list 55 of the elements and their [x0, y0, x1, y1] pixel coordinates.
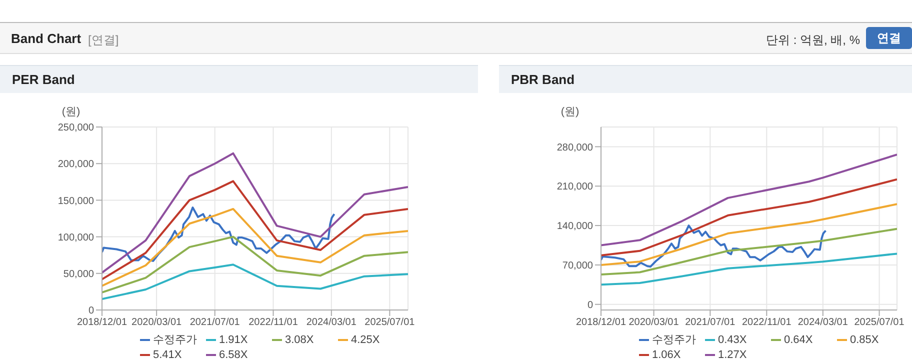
- line-series: [601, 154, 897, 246]
- text: [연결]: [88, 32, 119, 49]
- line-series: [102, 264, 408, 300]
- legend-label: 6.58X: [218, 349, 249, 361]
- legend-label: 1.06X: [651, 349, 682, 361]
- x-tick-label: 2020/03/01: [628, 317, 680, 328]
- line-series: [102, 236, 408, 294]
- legend-label: 3.08X: [284, 332, 315, 347]
- y-tick-label: 140,000: [556, 221, 594, 232]
- text: 연결: [866, 27, 912, 49]
- y-tick-label: 70,000: [562, 260, 594, 272]
- y-tick-label: 280,000: [556, 142, 594, 154]
- x-tick-label: 2025/07/01: [854, 317, 905, 328]
- chart-title: PER Band: [0, 65, 478, 93]
- line-series: [601, 203, 897, 266]
- line-series: [601, 224, 827, 268]
- x-tick-label: 2021/07/01: [685, 317, 736, 328]
- y-tick-label: 250,000: [58, 122, 94, 134]
- line-series: [601, 252, 897, 286]
- legend-label: 수정주가: [651, 333, 697, 347]
- y-tick-label: 100,000: [58, 232, 94, 244]
- x-tick-label: 2024/03/01: [798, 317, 848, 328]
- x-tick-label: 2024/03/01: [306, 317, 357, 328]
- y-tick-label: 0: [587, 300, 594, 311]
- text: Band Chart: [11, 31, 82, 46]
- legend-label: 1.27X: [717, 349, 748, 361]
- line-series: [102, 206, 336, 262]
- x-tick-label: 2018/12/01: [76, 317, 128, 328]
- y-axis-title: (원): [560, 106, 580, 118]
- x-tick-label: 2025/07/01: [364, 317, 416, 328]
- legend-label: 5.41X: [152, 349, 183, 361]
- legend-label: 수정주가: [152, 333, 198, 347]
- y-axis-title: (원): [62, 106, 80, 118]
- line-series: [601, 228, 897, 276]
- x-tick-label: 2018/12/01: [576, 317, 626, 328]
- legend-label: 0.85X: [849, 332, 880, 347]
- y-tick-label: 0: [88, 306, 94, 317]
- line-series: [102, 208, 408, 287]
- x-tick-label: 2020/03/01: [132, 317, 182, 328]
- text: 단위 : 억원, 배, %: [766, 32, 860, 49]
- x-tick-label: 2022/11/01: [742, 317, 792, 328]
- line-series: [102, 152, 408, 274]
- y-tick-label: 200,000: [58, 159, 94, 170]
- legend-label: 0.43X: [717, 332, 748, 347]
- y-tick-label: 150,000: [58, 196, 94, 207]
- line-series: [601, 178, 897, 256]
- line-series: [102, 180, 408, 280]
- y-tick-label: 50,000: [63, 268, 94, 280]
- legend-label: 1.91X: [218, 332, 249, 347]
- x-tick-label: 2021/07/01: [190, 317, 240, 328]
- y-tick-label: 210,000: [556, 182, 594, 193]
- chart-title: PBR Band: [499, 65, 912, 93]
- legend-label: 0.64X: [783, 332, 814, 347]
- x-tick-label: 2022/11/01: [248, 317, 298, 328]
- legend-label: 4.25X: [350, 332, 381, 347]
